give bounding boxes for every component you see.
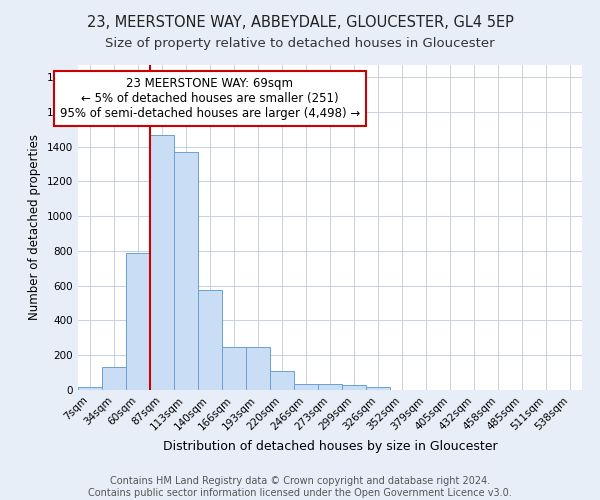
Bar xyxy=(174,152,198,390)
X-axis label: Distribution of detached houses by size in Gloucester: Distribution of detached houses by size … xyxy=(163,440,497,453)
Bar xyxy=(222,346,246,390)
Bar xyxy=(246,346,270,390)
Text: Contains HM Land Registry data © Crown copyright and database right 2024.
Contai: Contains HM Land Registry data © Crown c… xyxy=(88,476,512,498)
Bar xyxy=(102,368,126,390)
Bar xyxy=(318,384,342,390)
Text: 23, MEERSTONE WAY, ABBEYDALE, GLOUCESTER, GL4 5EP: 23, MEERSTONE WAY, ABBEYDALE, GLOUCESTER… xyxy=(86,15,514,30)
Y-axis label: Number of detached properties: Number of detached properties xyxy=(28,134,41,320)
Text: Size of property relative to detached houses in Gloucester: Size of property relative to detached ho… xyxy=(105,38,495,51)
Bar xyxy=(126,252,150,390)
Bar xyxy=(294,384,318,390)
Bar xyxy=(78,386,102,390)
Bar xyxy=(198,290,222,390)
Bar xyxy=(270,371,294,390)
Bar xyxy=(342,385,366,390)
Text: 23 MEERSTONE WAY: 69sqm
← 5% of detached houses are smaller (251)
95% of semi-de: 23 MEERSTONE WAY: 69sqm ← 5% of detached… xyxy=(60,77,360,120)
Bar xyxy=(150,134,174,390)
Bar xyxy=(366,386,390,390)
